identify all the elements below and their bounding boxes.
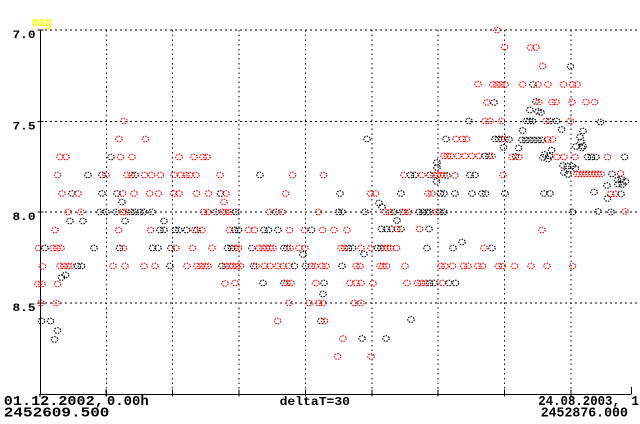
svg-text:deltaT=30: deltaT=30 [280,395,350,409]
svg-text:2452876.000: 2452876.000 [541,406,628,422]
svg-text:1: 1 [632,394,639,410]
svg-text:8.0: 8.0 [13,212,36,224]
svg-text:mag: mag [33,16,52,32]
svg-text:0.00h: 0.00h [107,394,149,410]
svg-text:01.12.2002,: 01.12.2002, [4,394,104,410]
svg-text:8.5: 8.5 [13,303,36,315]
svg-text:7.5: 7.5 [13,122,36,134]
svg-text:7.0: 7.0 [13,30,36,42]
svg-text:2452609.500: 2452609.500 [4,406,110,422]
svg-text:24.08.2003,: 24.08.2003, [538,394,620,410]
